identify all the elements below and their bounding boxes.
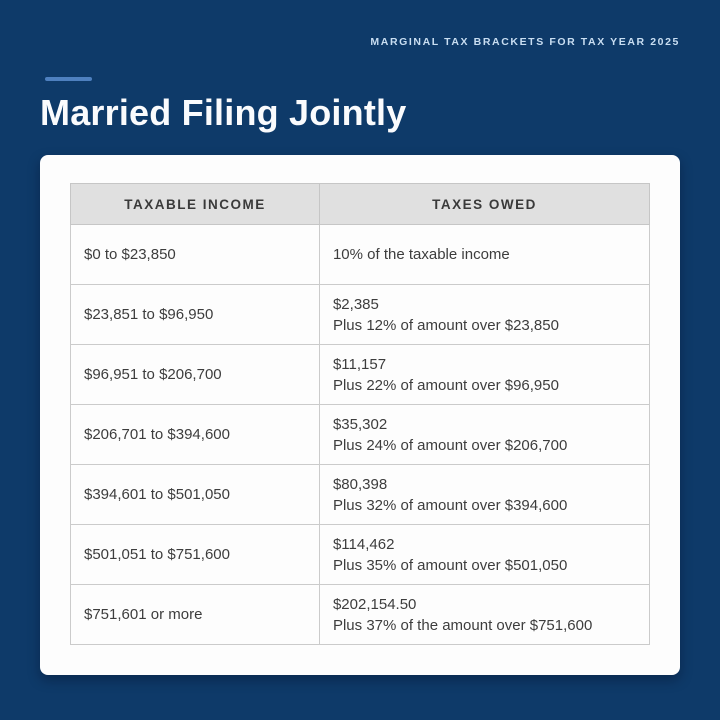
taxes-owed-cell: 10% of the taxable income bbox=[318, 224, 651, 285]
owed-base-amount: $202,154.50 bbox=[332, 595, 417, 613]
taxes-owed-cell: $80,398 Plus 32% of amount over $394,600 bbox=[318, 464, 651, 525]
taxes-owed-cell: $11,157 Plus 22% of amount over $96,950 bbox=[318, 344, 651, 405]
taxable-income-cell: $206,701 to $394,600 bbox=[70, 404, 320, 465]
column-header-taxable-income: TAXABLE INCOME bbox=[70, 183, 320, 225]
taxes-owed-cell: $35,302 Plus 24% of amount over $206,700 bbox=[318, 404, 651, 465]
taxable-income-cell: $23,851 to $96,950 bbox=[70, 284, 320, 345]
taxable-income-cell: $394,601 to $501,050 bbox=[70, 464, 320, 525]
table-row: $501,051 to $751,600 $114,462 Plus 35% o… bbox=[70, 524, 651, 585]
owed-note: Plus 32% of amount over $394,600 bbox=[332, 496, 568, 514]
taxable-income-cell: $501,051 to $751,600 bbox=[70, 524, 320, 585]
page-title: Married Filing Jointly bbox=[40, 92, 407, 133]
table-row: $206,701 to $394,600 $35,302 Plus 24% of… bbox=[70, 404, 651, 465]
eyebrow-label: MARGINAL TAX BRACKETS FOR TAX YEAR 2025 bbox=[370, 36, 680, 48]
table-row: $394,601 to $501,050 $80,398 Plus 32% of… bbox=[70, 464, 651, 525]
taxes-owed-cell: $2,385 Plus 12% of amount over $23,850 bbox=[318, 284, 651, 345]
table-row: $23,851 to $96,950 $2,385 Plus 12% of am… bbox=[70, 284, 651, 345]
owed-note: Plus 24% of amount over $206,700 bbox=[332, 436, 568, 454]
taxes-owed-cell: $114,462 Plus 35% of amount over $501,05… bbox=[318, 524, 651, 585]
table-row: $751,601 or more $202,154.50 Plus 37% of… bbox=[70, 584, 651, 645]
column-header-taxes-owed: TAXES OWED bbox=[318, 183, 651, 225]
owed-note: 10% of the taxable income bbox=[332, 246, 510, 263]
owed-base-amount: $114,462 bbox=[332, 535, 395, 553]
table-header-row: TAXABLE INCOME TAXES OWED bbox=[70, 183, 651, 225]
owed-base-amount: $2,385 bbox=[332, 295, 379, 313]
owed-base-amount: $11,157 bbox=[332, 355, 387, 373]
accent-dash bbox=[45, 77, 92, 81]
taxes-owed-cell: $202,154.50 Plus 37% of the amount over … bbox=[318, 584, 651, 645]
taxable-income-cell: $96,951 to $206,700 bbox=[70, 344, 320, 405]
tax-brackets-table: TAXABLE INCOME TAXES OWED $0 to $23,850 … bbox=[70, 183, 651, 645]
owed-base-amount: $80,398 bbox=[332, 475, 388, 493]
table-row: $0 to $23,850 10% of the taxable income bbox=[70, 224, 651, 285]
owed-note: Plus 37% of the amount over $751,600 bbox=[332, 616, 593, 634]
table-row: $96,951 to $206,700 $11,157 Plus 22% of … bbox=[70, 344, 651, 405]
tax-table-card: TAXABLE INCOME TAXES OWED $0 to $23,850 … bbox=[40, 155, 680, 675]
owed-note: Plus 12% of amount over $23,850 bbox=[332, 316, 559, 334]
taxable-income-cell: $0 to $23,850 bbox=[70, 224, 320, 285]
owed-note: Plus 22% of amount over $96,950 bbox=[332, 376, 559, 394]
owed-note: Plus 35% of amount over $501,050 bbox=[332, 556, 568, 574]
taxable-income-cell: $751,601 or more bbox=[70, 584, 320, 645]
owed-base-amount: $35,302 bbox=[332, 415, 388, 433]
